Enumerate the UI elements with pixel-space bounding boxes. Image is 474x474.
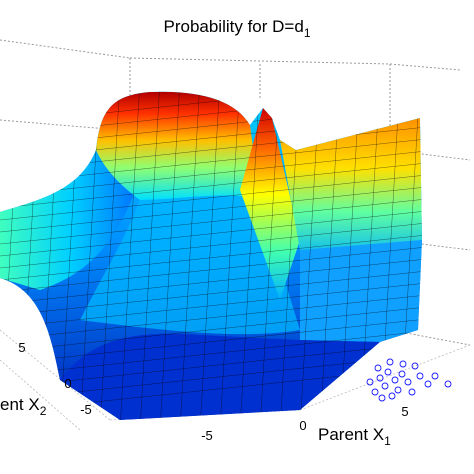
sample-points	[366, 358, 452, 402]
y-tick-label-0: -5	[80, 402, 92, 417]
y-axis-label: ent X2	[0, 395, 47, 418]
x-axis-label-main: Parent X	[318, 425, 384, 444]
x-tick-label-1: 0	[299, 418, 306, 433]
chart-title: Probability for D=d1	[163, 17, 310, 40]
chart-title-subscript: 1	[304, 26, 311, 40]
y-tick-label-1: 0	[64, 376, 71, 391]
x-axis-label-subscript: 1	[384, 434, 391, 448]
y-axis-label-subscript: 2	[40, 404, 47, 418]
x-tick-label-0: -5	[201, 428, 213, 443]
y-tick-label-2: 5	[18, 340, 25, 355]
y-axis-label-main: ent X	[0, 395, 40, 414]
probability-surface	[0, 91, 422, 420]
x-tick-label-2: 5	[401, 404, 408, 419]
floor-grid	[0, 329, 471, 431]
x-axis-label: Parent X1	[318, 425, 391, 448]
chart-title-main: Probability for D=d	[163, 17, 303, 36]
